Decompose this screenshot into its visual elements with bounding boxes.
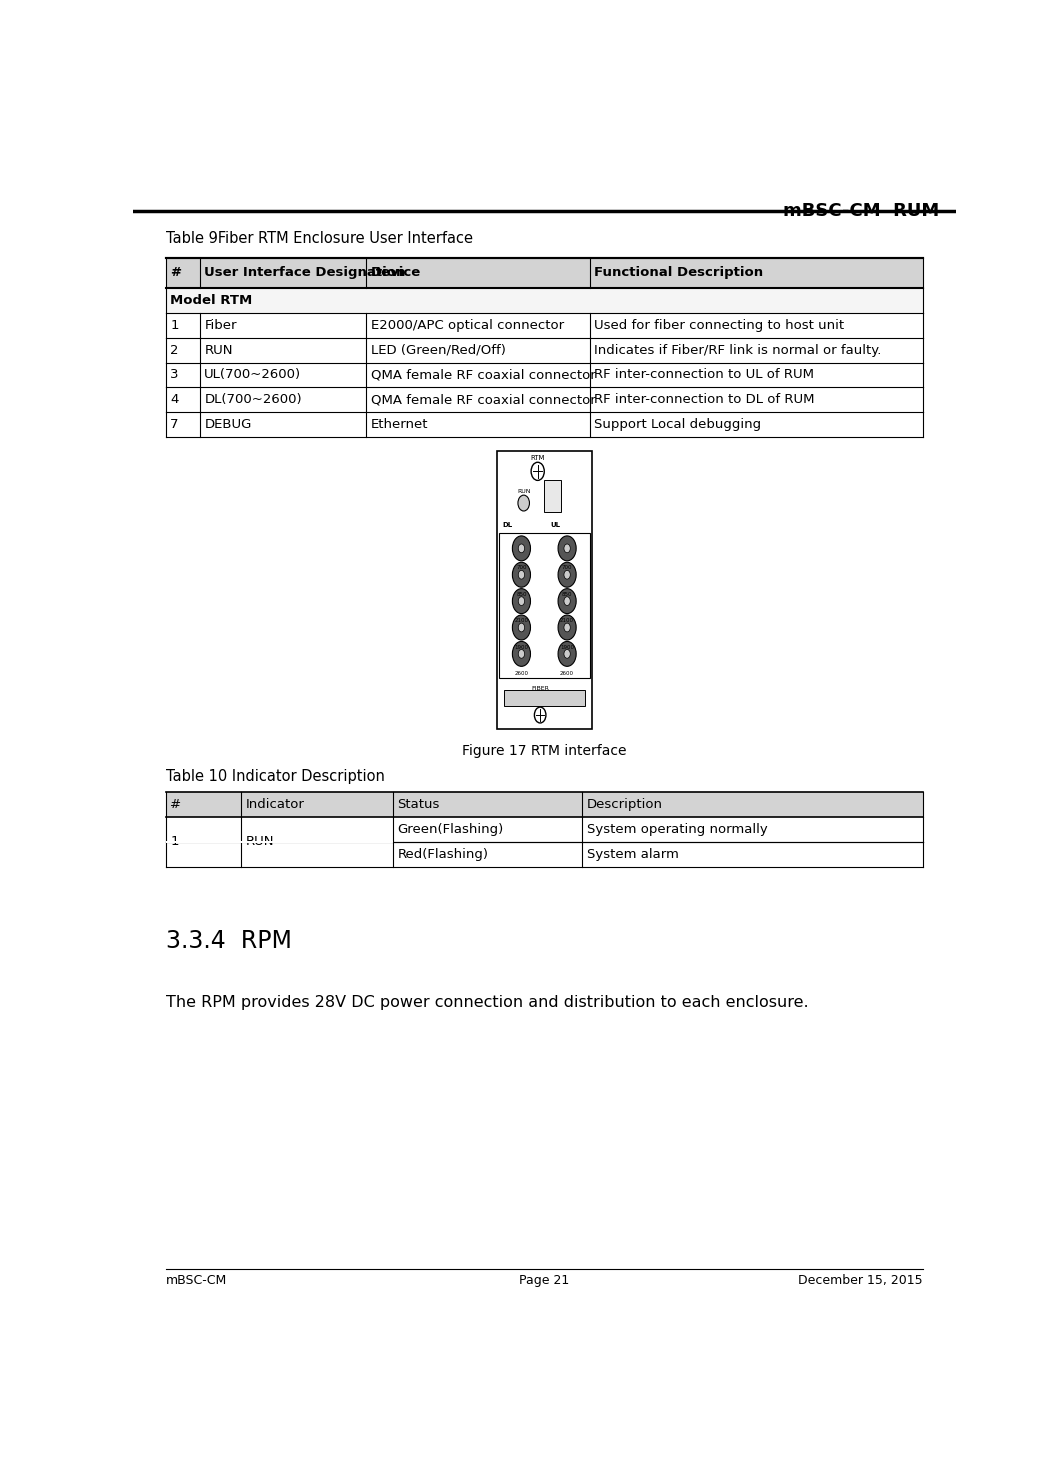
Bar — [166, 387, 923, 412]
Text: 3: 3 — [170, 368, 178, 381]
Text: Indicator: Indicator — [246, 798, 305, 811]
Circle shape — [512, 642, 531, 667]
Bar — [166, 312, 923, 337]
Text: 700: 700 — [516, 565, 527, 570]
Bar — [166, 337, 923, 362]
Circle shape — [558, 589, 577, 614]
Text: User Interface Designation: User Interface Designation — [204, 266, 406, 280]
Bar — [498, 533, 590, 677]
Bar — [166, 287, 923, 312]
Text: Table 10 Indicator Description: Table 10 Indicator Description — [166, 770, 384, 785]
Text: Page 21: Page 21 — [519, 1273, 569, 1287]
Text: Description: Description — [586, 798, 663, 811]
Bar — [166, 412, 923, 437]
Text: #: # — [170, 266, 182, 280]
Bar — [166, 817, 923, 842]
Text: Figure 17 RTM interface: Figure 17 RTM interface — [462, 745, 627, 758]
Circle shape — [512, 562, 531, 587]
Bar — [503, 690, 585, 707]
Bar — [497, 450, 592, 729]
Text: 1900: 1900 — [514, 645, 529, 649]
Text: System alarm: System alarm — [586, 848, 679, 861]
Circle shape — [518, 495, 530, 511]
Text: DL: DL — [502, 521, 512, 527]
Text: FIBER: FIBER — [531, 686, 549, 692]
Bar — [166, 362, 923, 387]
Circle shape — [564, 570, 570, 578]
Text: Green(Flashing): Green(Flashing) — [397, 823, 503, 836]
Text: #: # — [170, 798, 182, 811]
Text: 3.3.4  RPM: 3.3.4 RPM — [166, 929, 292, 954]
Text: 700: 700 — [562, 565, 572, 570]
Text: 2100: 2100 — [514, 618, 529, 623]
Bar — [166, 841, 393, 843]
Circle shape — [564, 545, 570, 552]
Text: RF inter-connection to UL of RUM: RF inter-connection to UL of RUM — [595, 368, 815, 381]
Circle shape — [558, 615, 577, 640]
Text: DEBUG: DEBUG — [204, 418, 252, 431]
Text: Indicates if Fiber/RF link is normal or faulty.: Indicates if Fiber/RF link is normal or … — [595, 343, 881, 356]
Text: RTM: RTM — [530, 455, 545, 461]
Text: E2000/APC optical connector: E2000/APC optical connector — [371, 318, 564, 331]
Text: QMA female RF coaxial connector: QMA female RF coaxial connector — [371, 368, 596, 381]
Text: Device: Device — [371, 266, 422, 280]
Text: LED (Green/Red/Off): LED (Green/Red/Off) — [371, 343, 506, 356]
Text: December 15, 2015: December 15, 2015 — [799, 1273, 923, 1287]
Text: DL(700~2600): DL(700~2600) — [204, 393, 302, 406]
Text: 2600: 2600 — [560, 671, 575, 676]
Text: 1: 1 — [170, 836, 178, 848]
Text: mBSC-CM: mBSC-CM — [166, 1273, 227, 1287]
Circle shape — [564, 623, 570, 631]
Text: The RPM provides 28V DC power connection and distribution to each enclosure.: The RPM provides 28V DC power connection… — [166, 995, 808, 1010]
Circle shape — [558, 536, 577, 561]
Text: Used for fiber connecting to host unit: Used for fiber connecting to host unit — [595, 318, 844, 331]
Text: Functional Description: Functional Description — [595, 266, 764, 280]
Text: UL: UL — [551, 521, 561, 527]
Circle shape — [518, 570, 525, 578]
Circle shape — [564, 596, 570, 605]
Text: Red(Flashing): Red(Flashing) — [397, 848, 489, 861]
Text: RUN: RUN — [246, 836, 274, 848]
Text: System operating normally: System operating normally — [586, 823, 768, 836]
Text: mBSC-CM  RUM: mBSC-CM RUM — [783, 202, 940, 219]
Circle shape — [531, 462, 544, 480]
Circle shape — [518, 623, 525, 631]
Circle shape — [534, 707, 546, 723]
Text: 1900: 1900 — [560, 645, 575, 649]
Text: RUN: RUN — [517, 489, 530, 495]
Text: 4: 4 — [170, 393, 178, 406]
Circle shape — [518, 596, 525, 605]
Bar — [166, 258, 923, 287]
Circle shape — [564, 649, 570, 658]
Circle shape — [558, 642, 577, 667]
Text: Ethernet: Ethernet — [371, 418, 428, 431]
Text: Table 9Fiber RTM Enclosure User Interface: Table 9Fiber RTM Enclosure User Interfac… — [166, 231, 473, 246]
Bar — [545, 480, 561, 512]
Text: UL(700~2600): UL(700~2600) — [204, 368, 302, 381]
Text: QMA female RF coaxial connector: QMA female RF coaxial connector — [371, 393, 596, 406]
Circle shape — [518, 545, 525, 552]
Text: Support Local debugging: Support Local debugging — [595, 418, 761, 431]
Text: 2: 2 — [170, 343, 178, 356]
Text: 2600: 2600 — [514, 671, 529, 676]
Text: 1: 1 — [170, 318, 178, 331]
Text: 850: 850 — [516, 592, 527, 596]
Text: 7: 7 — [170, 418, 178, 431]
Text: 850: 850 — [562, 592, 572, 596]
Text: 2100: 2100 — [560, 618, 575, 623]
Circle shape — [512, 615, 531, 640]
Bar — [166, 792, 923, 817]
Circle shape — [512, 589, 531, 614]
Text: Fiber: Fiber — [204, 318, 237, 331]
Circle shape — [518, 649, 525, 658]
Bar — [166, 842, 923, 867]
Circle shape — [512, 536, 531, 561]
Text: Model RTM: Model RTM — [170, 294, 253, 306]
Circle shape — [558, 562, 577, 587]
Text: RF inter-connection to DL of RUM: RF inter-connection to DL of RUM — [595, 393, 815, 406]
Text: RUN: RUN — [204, 343, 233, 356]
Text: Status: Status — [397, 798, 440, 811]
